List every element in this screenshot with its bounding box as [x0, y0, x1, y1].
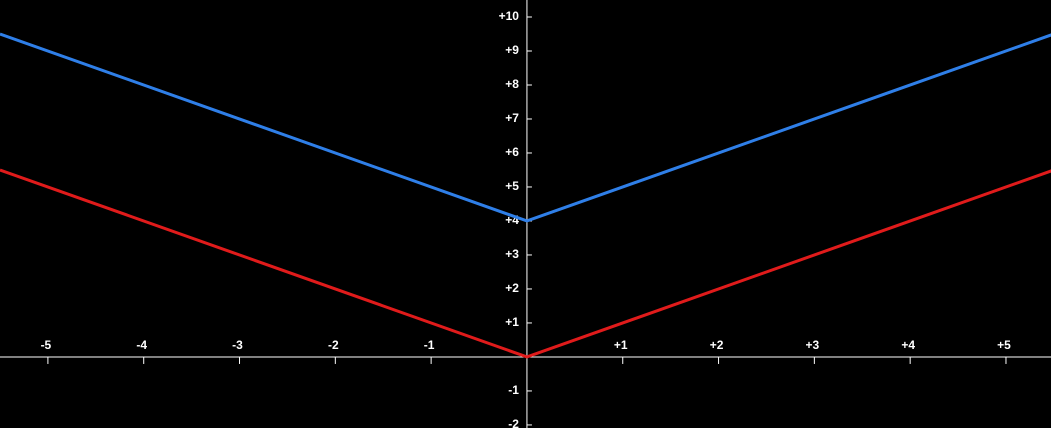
y-tick-label: +3	[505, 247, 519, 261]
x-tick-label: +2	[710, 338, 724, 352]
line-series	[0, 168, 1051, 359]
x-tick-label: -3	[232, 338, 243, 352]
x-tick-label: +4	[901, 338, 915, 352]
y-tick-label: +9	[505, 43, 519, 57]
y-tick-label: +2	[505, 281, 519, 295]
x-tick-label: -2	[328, 338, 339, 352]
y-tick-label: +8	[505, 77, 519, 91]
line-series	[0, 32, 1051, 223]
x-tick-label: -4	[136, 338, 147, 352]
y-tick-label: +7	[505, 111, 519, 125]
x-tick-label: +5	[997, 338, 1011, 352]
y-tick-label: +5	[505, 179, 519, 193]
y-tick-label: +1	[505, 315, 519, 329]
x-tick-label: +1	[614, 338, 628, 352]
y-tick-label: +10	[499, 9, 520, 23]
y-tick-label: +6	[505, 145, 519, 159]
x-tick-label: +3	[806, 338, 820, 352]
y-tick-label: -2	[508, 417, 519, 428]
x-tick-label: -5	[41, 338, 52, 352]
x-tick-label: -1	[424, 338, 435, 352]
y-tick-label: -1	[508, 383, 519, 397]
